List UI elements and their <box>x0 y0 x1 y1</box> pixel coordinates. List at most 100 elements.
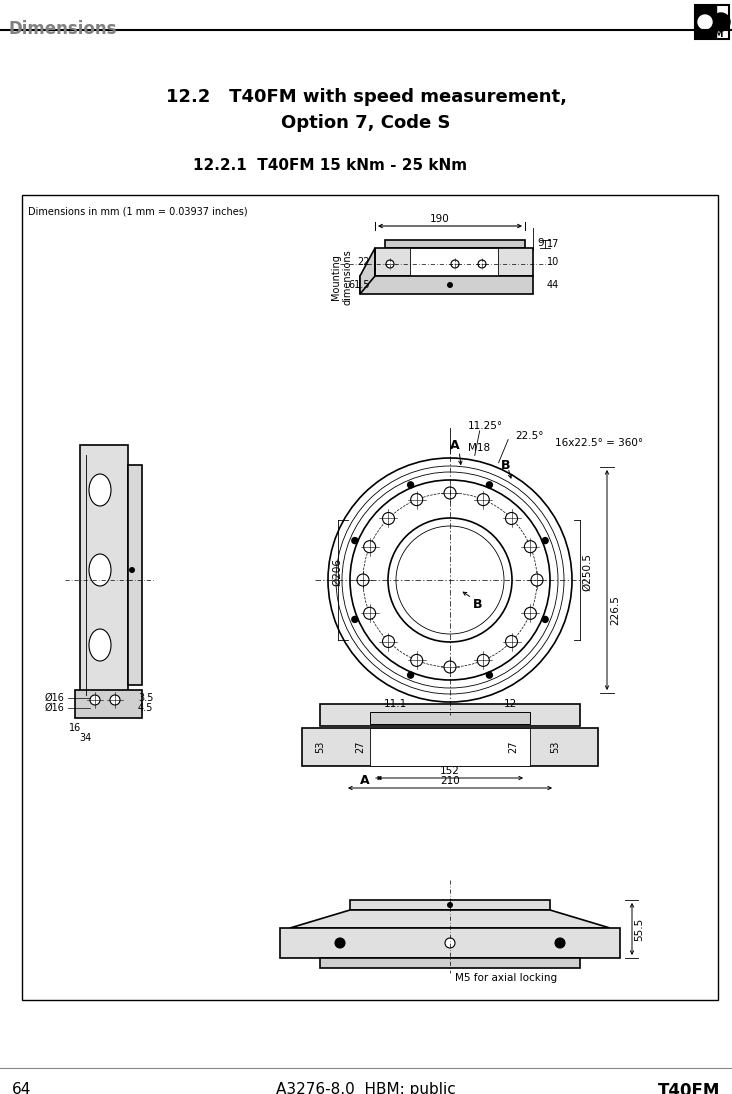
Text: 61.5: 61.5 <box>348 280 370 290</box>
Text: 11.1: 11.1 <box>384 699 406 709</box>
Circle shape <box>352 537 358 544</box>
Text: 17: 17 <box>547 238 559 249</box>
Bar <box>375 248 533 276</box>
Text: B: B <box>474 598 482 612</box>
Text: 12.2   T40FM with speed measurement,: 12.2 T40FM with speed measurement, <box>165 88 567 106</box>
Circle shape <box>555 938 565 948</box>
Text: 12.2.1  T40FM 15 kNm - 25 kNm: 12.2.1 T40FM 15 kNm - 25 kNm <box>193 158 467 173</box>
Bar <box>696 5 716 38</box>
Ellipse shape <box>89 554 111 586</box>
Circle shape <box>698 15 712 30</box>
Text: B: B <box>501 459 511 473</box>
Circle shape <box>357 574 369 586</box>
Polygon shape <box>360 248 375 294</box>
Bar <box>280 928 620 958</box>
Circle shape <box>477 493 489 505</box>
Text: Ø250.5: Ø250.5 <box>582 552 592 591</box>
Text: 190: 190 <box>430 214 450 224</box>
Bar <box>410 248 498 276</box>
Circle shape <box>447 901 453 908</box>
Text: 27: 27 <box>355 741 365 754</box>
Text: 11.25°: 11.25° <box>468 421 503 431</box>
Text: 27: 27 <box>508 741 518 754</box>
Text: Dimensions in mm (1 mm = 0.03937 inches): Dimensions in mm (1 mm = 0.03937 inches) <box>28 207 247 217</box>
Circle shape <box>712 13 730 31</box>
Bar <box>350 900 550 910</box>
Bar <box>75 690 142 718</box>
Polygon shape <box>290 910 610 928</box>
Circle shape <box>451 260 459 268</box>
Text: 12: 12 <box>504 699 517 709</box>
Text: A: A <box>450 439 460 452</box>
Circle shape <box>411 654 422 666</box>
Circle shape <box>487 672 493 678</box>
Circle shape <box>447 282 453 288</box>
Text: M18: M18 <box>468 443 490 453</box>
Text: 152: 152 <box>440 766 460 776</box>
Text: 16x22.5° = 360°: 16x22.5° = 360° <box>555 438 643 449</box>
Circle shape <box>506 636 518 648</box>
Text: 44: 44 <box>547 280 559 290</box>
Text: 53: 53 <box>550 741 560 753</box>
Text: 10: 10 <box>547 257 559 267</box>
Circle shape <box>445 938 455 948</box>
Bar <box>370 728 530 766</box>
Circle shape <box>383 636 395 648</box>
Circle shape <box>386 260 394 268</box>
Ellipse shape <box>89 629 111 661</box>
Bar <box>320 958 580 968</box>
Text: M5 for axial locking: M5 for axial locking <box>455 973 557 984</box>
Circle shape <box>506 512 518 524</box>
Text: 16: 16 <box>69 723 81 733</box>
Text: Ø16: Ø16 <box>45 693 65 703</box>
Circle shape <box>364 607 376 619</box>
Text: 210: 210 <box>440 776 460 785</box>
Circle shape <box>444 487 456 499</box>
Text: 22.5°: 22.5° <box>515 431 543 441</box>
Text: 64: 64 <box>12 1082 31 1094</box>
Circle shape <box>383 512 395 524</box>
Bar <box>360 276 533 294</box>
Bar <box>385 240 525 248</box>
Bar <box>320 705 580 726</box>
Circle shape <box>478 260 486 268</box>
Bar <box>302 728 598 766</box>
Ellipse shape <box>89 474 111 507</box>
Circle shape <box>90 695 100 705</box>
Text: 34: 34 <box>79 733 91 743</box>
Circle shape <box>364 540 376 552</box>
Circle shape <box>531 574 543 586</box>
Text: Ø206: Ø206 <box>332 558 342 586</box>
Circle shape <box>487 481 493 488</box>
Text: Option 7, Code S: Option 7, Code S <box>281 114 451 132</box>
Text: T40FM: T40FM <box>657 1082 720 1094</box>
Circle shape <box>408 672 414 678</box>
Text: A: A <box>360 773 370 787</box>
Circle shape <box>524 540 537 552</box>
Text: A3276-8.0  HBM: public: A3276-8.0 HBM: public <box>276 1082 456 1094</box>
Text: 4.5: 4.5 <box>138 703 154 713</box>
Circle shape <box>129 567 135 573</box>
Circle shape <box>477 654 489 666</box>
Circle shape <box>524 607 537 619</box>
Text: Ø16: Ø16 <box>45 703 65 713</box>
Text: HBM: HBM <box>701 30 724 39</box>
Bar <box>370 712 530 724</box>
Text: Mounting
dimensions: Mounting dimensions <box>331 249 353 305</box>
Text: 22: 22 <box>357 257 370 267</box>
Circle shape <box>411 493 422 505</box>
Text: 53: 53 <box>315 741 325 753</box>
Text: Dimensions: Dimensions <box>8 20 116 38</box>
Bar <box>128 465 142 685</box>
Circle shape <box>335 938 345 948</box>
Circle shape <box>542 616 548 622</box>
Circle shape <box>408 481 414 488</box>
Text: 55.5: 55.5 <box>634 918 644 941</box>
Circle shape <box>444 661 456 673</box>
Text: 226.5: 226.5 <box>610 595 620 625</box>
Bar <box>22 195 718 1000</box>
Bar <box>695 5 729 39</box>
Bar <box>80 445 128 705</box>
Circle shape <box>542 537 548 544</box>
Text: 9: 9 <box>537 238 544 248</box>
